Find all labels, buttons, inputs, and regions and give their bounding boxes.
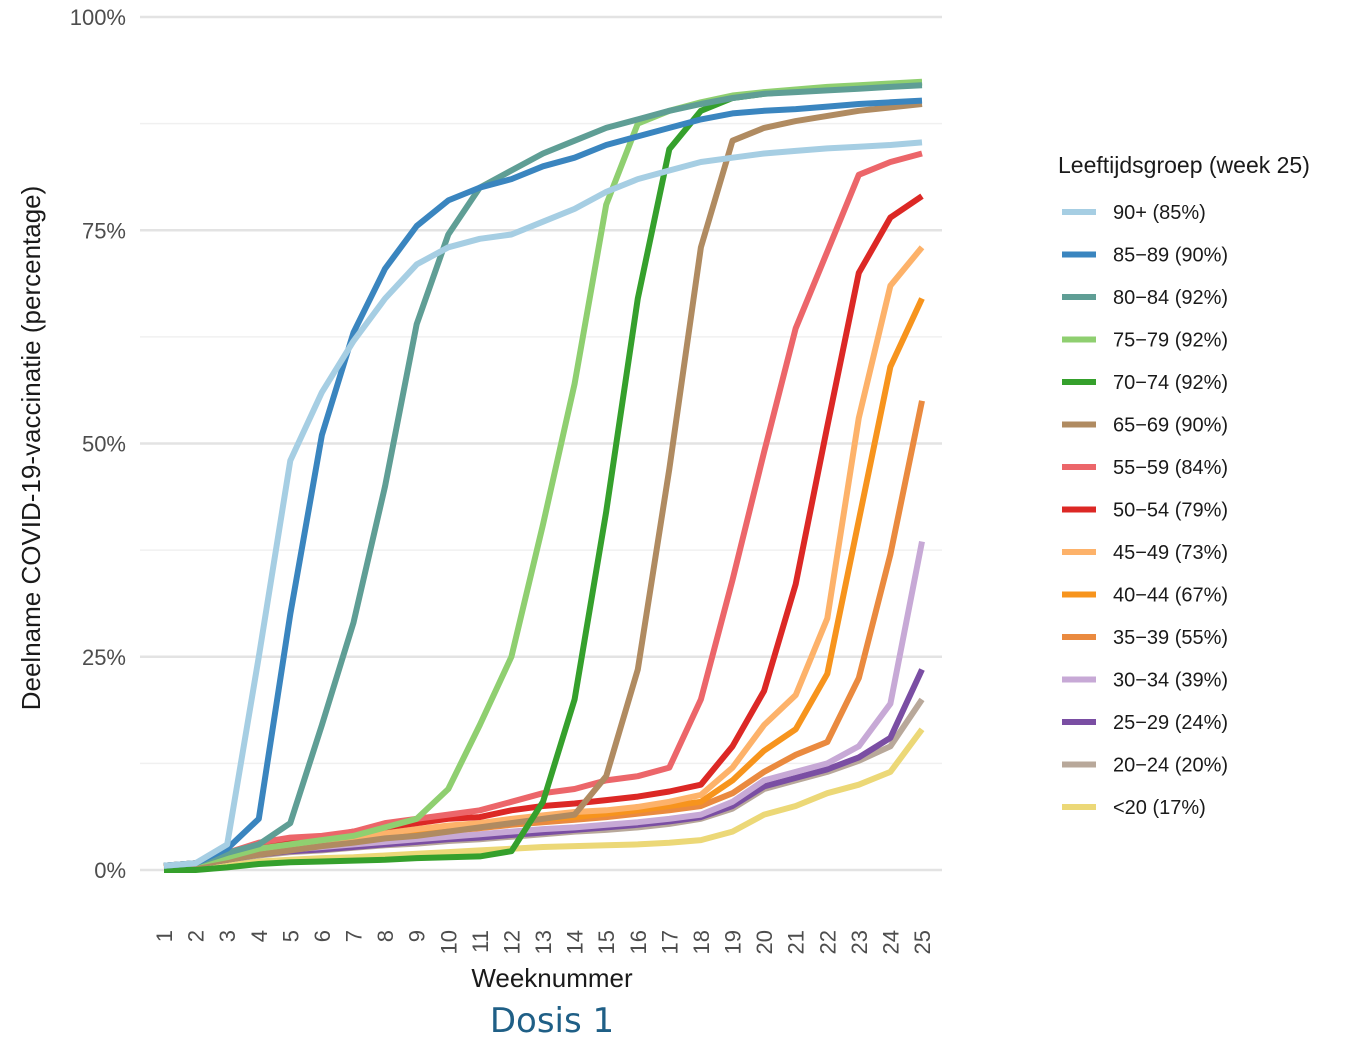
x-tick-label: 1 [152,930,177,942]
legend-label: 50−54 (79%) [1113,500,1228,522]
x-tick-label: 8 [373,930,398,942]
x-tick-label: 7 [342,930,367,942]
x-tick-label: 10 [436,930,461,954]
x-tick-label: 23 [847,930,872,954]
y-tick-label: 25% [82,645,126,670]
x-tick-label: 18 [689,930,714,954]
x-tick-label: 15 [594,930,619,954]
legend-label: 85−89 (90%) [1113,245,1228,267]
series-line [163,297,925,870]
x-tick-label: 21 [784,930,809,954]
legend-label: 70−74 (92%) [1113,372,1228,394]
series-line [163,139,923,869]
y-tick-label: 0% [94,858,126,883]
x-tick-label: 24 [878,930,903,954]
y-tick-label: 50% [82,432,126,457]
x-tick-label: 25 [910,930,935,954]
legend-label: 45−49 (73%) [1113,542,1228,564]
series-line [163,82,923,869]
x-tick-label: 9 [405,930,430,942]
series-lines [163,78,925,873]
y-tick-label: 100% [70,5,126,30]
legend-label: 20−24 (20%) [1113,755,1228,777]
x-tick-label: 14 [563,930,588,954]
legend-label: 90+ (85%) [1113,202,1206,224]
legend-label: 65−69 (90%) [1113,415,1228,437]
x-tick-label: 5 [278,930,303,942]
chart-caption: Dosis 1 [490,1001,614,1037]
legend-label: 75−79 (92%) [1113,330,1228,352]
x-tick-label: 4 [247,930,272,942]
x-tick-label: 22 [815,930,840,954]
legend-label: 35−39 (55%) [1113,627,1228,649]
x-axis-title: Weeknummer [471,963,633,993]
legend: 90+ (85%) 85−89 (90%) 80−84 (92%) 75−79 (92… [1062,202,1228,819]
x-tick-label: 16 [626,930,651,954]
y-tick-label: 75% [82,218,126,243]
series-line [163,101,923,871]
legend-label: 30−34 (39%) [1113,670,1228,692]
y-axis-tick-labels: 0% 25% 50% 75% 100% [70,5,126,883]
legend-label: 25−29 (24%) [1113,712,1228,734]
series-line [163,97,923,869]
x-tick-label: 17 [657,930,682,954]
x-axis-tick-labels: 1 2 3 4 5 6 7 8 9 10 11 12 13 14 15 16 17 18 19 20 21 22 23 24 2… [152,930,935,954]
x-tick-label: 20 [752,930,777,954]
y-axis-title: Deelname COVID-19-vaccinatie (percentage… [16,186,46,711]
x-tick-label: 2 [184,930,209,942]
legend-label: <20 (17%) [1113,797,1206,819]
x-tick-label: 11 [468,930,493,953]
x-tick-label: 3 [215,930,240,942]
legend-label: 40−44 (67%) [1113,585,1228,607]
legend-label: 80−84 (92%) [1113,287,1228,309]
legend-label: 55−59 (84%) [1113,457,1228,479]
legend-title: Leeftijdsgroep (week 25) [1058,152,1310,178]
x-tick-label: 13 [531,930,556,954]
x-tick-label: 6 [310,930,335,942]
x-tick-label: 19 [721,930,746,954]
x-tick-label: 12 [499,930,524,954]
